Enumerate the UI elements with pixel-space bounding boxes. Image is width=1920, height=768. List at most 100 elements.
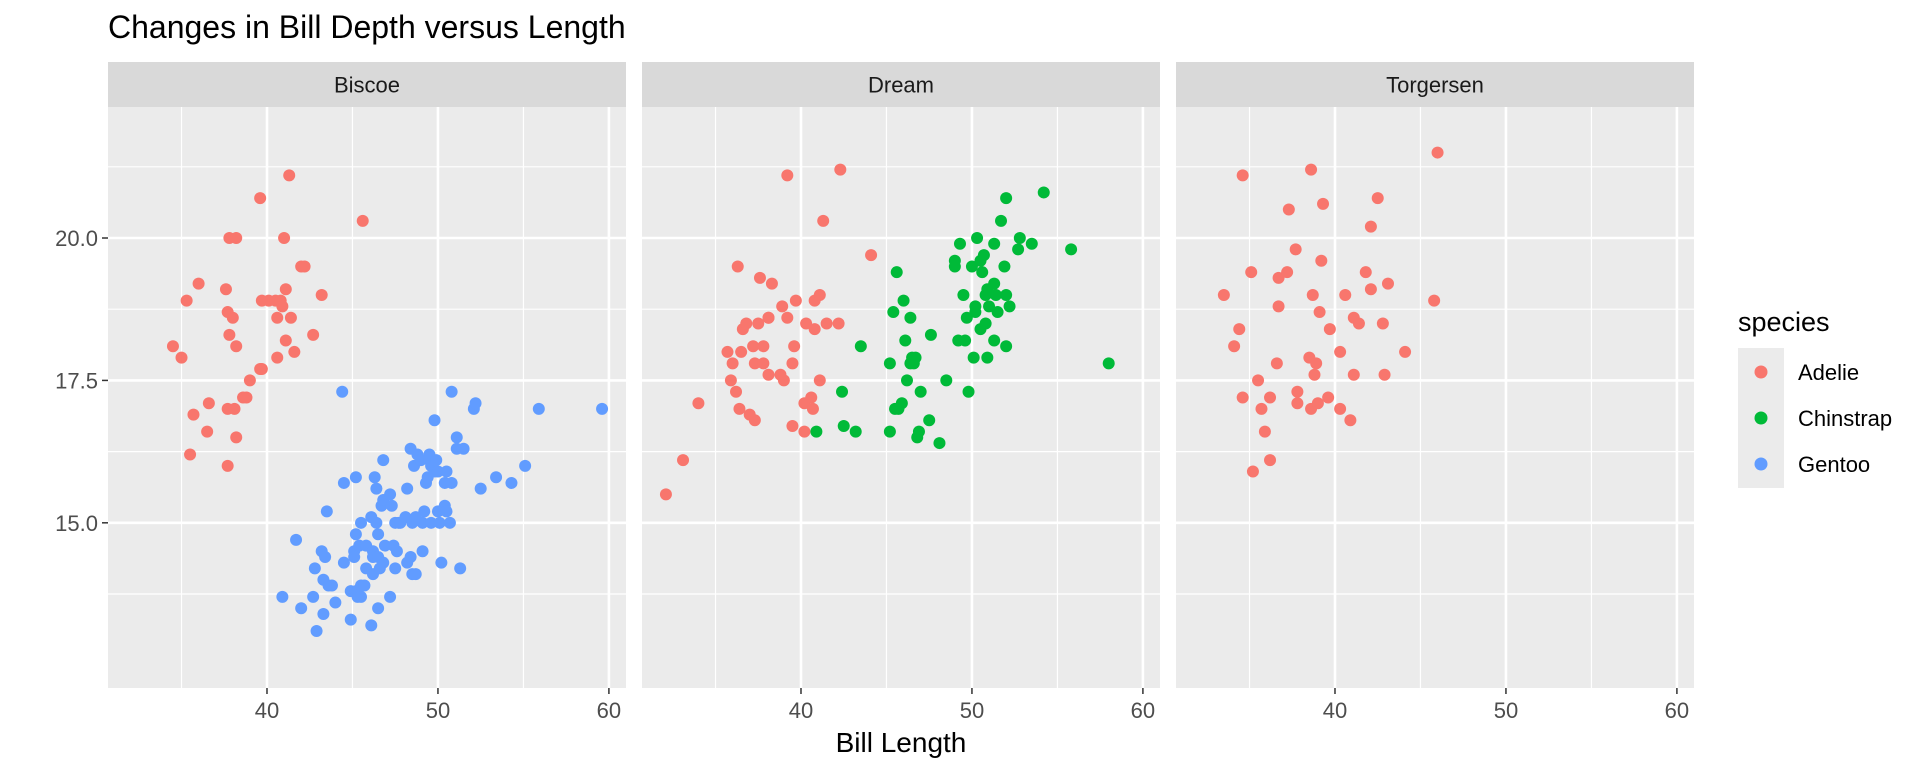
data-point-adelie (1322, 391, 1335, 404)
data-point-adelie (777, 374, 790, 387)
data-point-adelie (180, 294, 193, 307)
data-point-chinstrap (900, 374, 913, 387)
data-point-adelie (1364, 283, 1377, 296)
data-point-adelie (762, 311, 775, 324)
data-point-gentoo (290, 533, 303, 546)
data-point-adelie (184, 448, 197, 461)
data-point-adelie (1378, 368, 1391, 381)
y-tick-label: 15.0 (55, 511, 98, 536)
data-point-adelie (820, 317, 833, 330)
data-point-adelie (677, 454, 690, 467)
data-point-adelie (1272, 271, 1285, 284)
x-tick-label: 60 (597, 698, 621, 723)
legend-key-adelie (1754, 365, 1768, 379)
data-point-adelie (166, 340, 179, 353)
data-point-adelie (1310, 357, 1323, 370)
data-point-chinstrap (895, 397, 908, 410)
x-tick-label: 50 (960, 698, 984, 723)
y-tick-label: 17.5 (55, 368, 98, 393)
data-point-adelie (221, 459, 234, 472)
data-point-chinstrap (924, 328, 937, 341)
x-tick-label: 60 (1665, 698, 1689, 723)
data-point-gentoo (349, 528, 362, 541)
data-point-chinstrap (909, 351, 922, 364)
data-point-chinstrap (983, 300, 996, 313)
data-point-adelie (254, 192, 267, 205)
facet-strip (108, 62, 626, 107)
data-point-adelie (230, 340, 243, 353)
data-point-gentoo (355, 516, 368, 529)
data-point-adelie (226, 311, 239, 324)
data-point-chinstrap (1065, 243, 1078, 256)
facet-panel-torgersen: Torgersen 40 50 60 (1176, 62, 1694, 723)
data-point-adelie (776, 300, 789, 313)
data-point-adelie (813, 288, 826, 301)
data-point-adelie (747, 340, 760, 353)
data-point-chinstrap (988, 237, 1001, 250)
data-point-gentoo (469, 397, 482, 410)
data-point-adelie (781, 311, 794, 324)
data-point-adelie (748, 357, 761, 370)
data-point-gentoo (370, 516, 383, 529)
legend: species Adelie Chinstrap Gentoo (1738, 307, 1892, 488)
data-point-adelie (230, 232, 243, 245)
data-point-adelie (765, 277, 778, 290)
x-tick-label: 50 (1494, 698, 1518, 723)
legend-label-gentoo: Gentoo (1798, 452, 1870, 477)
data-point-chinstrap (959, 334, 972, 347)
data-point-adelie (298, 260, 311, 273)
data-point-adelie (798, 425, 811, 438)
panel-background (108, 107, 626, 688)
data-point-adelie (733, 402, 746, 415)
legend-items: Adelie Chinstrap Gentoo (1754, 360, 1892, 477)
data-point-adelie (1381, 277, 1394, 290)
data-point-gentoo (368, 471, 381, 484)
data-point-gentoo (425, 516, 438, 529)
data-point-adelie (315, 288, 328, 301)
data-point-chinstrap (923, 414, 936, 427)
data-point-adelie (284, 311, 297, 324)
data-point-chinstrap (904, 311, 917, 324)
data-point-adelie (1323, 323, 1336, 336)
data-point-adelie (279, 283, 292, 296)
data-point-adelie (752, 317, 765, 330)
x-axis-dream: 40 50 60 (789, 688, 1155, 723)
data-point-adelie (659, 488, 672, 501)
gridlines (642, 107, 1160, 688)
data-point-adelie (1364, 220, 1377, 233)
data-point-adelie (1334, 345, 1347, 358)
data-point-adelie (808, 323, 821, 336)
data-point-adelie (1272, 300, 1285, 313)
data-point-gentoo (310, 625, 323, 638)
data-point-adelie (692, 397, 705, 410)
data-point-chinstrap (883, 357, 896, 370)
data-point-chinstrap (849, 425, 862, 438)
data-point-chinstrap (969, 306, 982, 319)
data-point-adelie (735, 345, 748, 358)
data-point-adelie (1245, 266, 1258, 279)
data-point-chinstrap (977, 249, 990, 262)
legend-title: species (1738, 307, 1830, 337)
data-point-gentoo (389, 562, 402, 575)
data-point-chinstrap (981, 351, 994, 364)
data-point-gentoo (358, 579, 371, 592)
data-point-gentoo (372, 528, 385, 541)
data-point-chinstrap (989, 288, 1002, 301)
data-point-adelie (255, 363, 268, 376)
facet-panels: Biscoe 40 50 60 Dream 40 50 60 Torgersen 40 50 60 (108, 62, 1694, 723)
data-point-chinstrap (965, 260, 978, 273)
data-point-gentoo (532, 402, 545, 415)
facet-strip-label: Biscoe (334, 73, 400, 98)
data-point-gentoo (329, 596, 342, 609)
facet-panel-dream: Dream 40 50 60 (642, 62, 1160, 723)
data-point-adelie (276, 300, 289, 313)
data-point-adelie (243, 374, 256, 387)
data-point-gentoo (435, 556, 448, 569)
data-point-chinstrap (957, 288, 970, 301)
data-point-gentoo (307, 590, 320, 603)
data-point-adelie (240, 391, 253, 404)
data-point-gentoo (390, 545, 403, 558)
data-point-gentoo (377, 556, 390, 569)
